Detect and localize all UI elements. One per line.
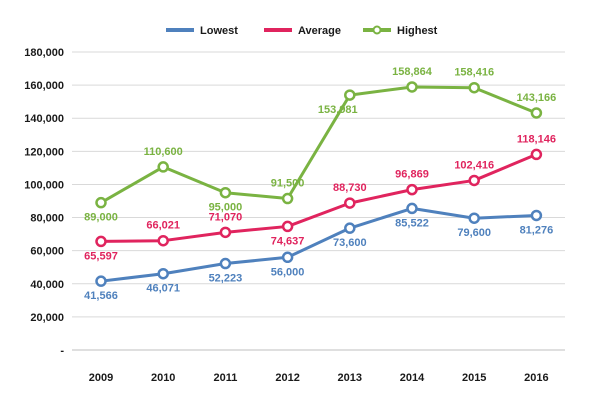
- data-point-highest: [281, 192, 294, 205]
- series-line-lowest: [100, 206, 537, 283]
- data-point-lowest: [406, 202, 418, 215]
- data-point-average: [468, 174, 480, 187]
- data-point-highest: [406, 81, 418, 93]
- legend-item-lowest: Lowest: [166, 25, 238, 37]
- data-label-highest: 158,864: [392, 66, 433, 78]
- data-label-highest: 158,416: [454, 67, 494, 79]
- data-label-average: 102,416: [454, 159, 494, 171]
- data-label-average: 88,730: [333, 182, 367, 194]
- grid-lines: [72, 51, 565, 318]
- x-tick-label: 2009: [89, 372, 113, 384]
- y-tick-label: 40,000: [30, 279, 64, 291]
- y-tick-label: 60,000: [30, 246, 64, 258]
- legend: Lowest Average Highest: [166, 25, 438, 37]
- data-label-highest: 153,981: [318, 104, 358, 116]
- data-point-highest: [95, 196, 107, 209]
- data-label-average: 96,869: [395, 169, 429, 181]
- data-point-lowest: [468, 212, 480, 224]
- data-point-lowest: [344, 222, 356, 234]
- data-label-highest: 89,000: [84, 212, 118, 224]
- data-label-highest: 95,000: [209, 202, 243, 214]
- data-point-average: [344, 197, 356, 209]
- data-label-average: 118,146: [517, 133, 556, 145]
- legend-label: Highest: [397, 25, 438, 37]
- x-tick-label: 2010: [151, 372, 175, 384]
- data-point-highest: [157, 161, 169, 173]
- data-point-highest: [530, 107, 543, 119]
- data-point-average: [95, 235, 107, 248]
- x-tick-label: 2014: [400, 372, 425, 384]
- data-point-lowest: [530, 209, 543, 222]
- data-point-lowest: [281, 251, 294, 264]
- y-tick-label: 140,000: [24, 113, 64, 125]
- data-point-average: [406, 183, 418, 196]
- data-label-average: 65,597: [84, 250, 118, 262]
- y-tick-label: 80,000: [30, 213, 64, 225]
- data-point-lowest: [157, 267, 169, 280]
- axes: - 20,000 40,000 60,000 80,000 100,000 120,000 1…: [24, 47, 565, 384]
- legend-item-highest: Highest: [363, 25, 438, 37]
- legend-label: Average: [298, 25, 341, 37]
- data-label-average: 66,021: [146, 220, 180, 232]
- x-tick-label: 2011: [213, 372, 237, 384]
- data-label-lowest: 41,566: [84, 290, 118, 302]
- data-label-lowest: 46,071: [146, 283, 180, 295]
- y-tick-label: 160,000: [24, 80, 64, 92]
- data-label-highest: 143,166: [517, 92, 557, 104]
- data-label-lowest: 73,600: [333, 237, 367, 249]
- data-label-average: 74,637: [271, 235, 305, 247]
- x-tick-label: 2012: [275, 372, 299, 384]
- x-tick-label: 2013: [338, 372, 362, 384]
- data-point-average: [530, 148, 543, 161]
- y-tick-label: 120,000: [24, 146, 64, 158]
- legend-label: Lowest: [200, 25, 238, 37]
- data-label-lowest: 85,522: [395, 217, 429, 229]
- data-label-lowest: 81,276: [520, 224, 554, 236]
- data-label-lowest: 56,000: [271, 266, 305, 278]
- data-label-highest: 110,600: [144, 146, 183, 158]
- data-label-average: 71,070: [209, 211, 243, 223]
- data-label-lowest: 52,223: [209, 273, 243, 285]
- y-tick-label: 100,000: [24, 179, 64, 191]
- data-point-highest: [344, 89, 356, 101]
- data-point-highest: [468, 81, 480, 94]
- data-point-average: [281, 220, 294, 233]
- data-point-lowest: [219, 257, 232, 270]
- data-labels: 41,566 46,071 52,223 56,000 73,600 85,522 79,6…: [84, 66, 556, 302]
- data-label-lowest: 79,600: [457, 227, 491, 239]
- legend-marker: [372, 25, 382, 35]
- y-tick-label: 180,000: [24, 47, 64, 59]
- x-tick-label: 2015: [462, 372, 486, 384]
- data-point-highest: [219, 186, 232, 199]
- y-tick-label: -: [60, 345, 64, 357]
- y-tick-label: 20,000: [30, 312, 64, 324]
- x-tick-label: 2016: [524, 372, 548, 384]
- series-line-average: [100, 153, 537, 243]
- data-point-average: [219, 226, 232, 239]
- data-point-average: [157, 234, 169, 247]
- legend-item-average: Average: [264, 25, 341, 37]
- data-point-lowest: [95, 275, 107, 287]
- series-line-highest: [100, 85, 537, 204]
- series-group: [95, 81, 543, 287]
- data-label-highest: 91,500: [271, 178, 305, 190]
